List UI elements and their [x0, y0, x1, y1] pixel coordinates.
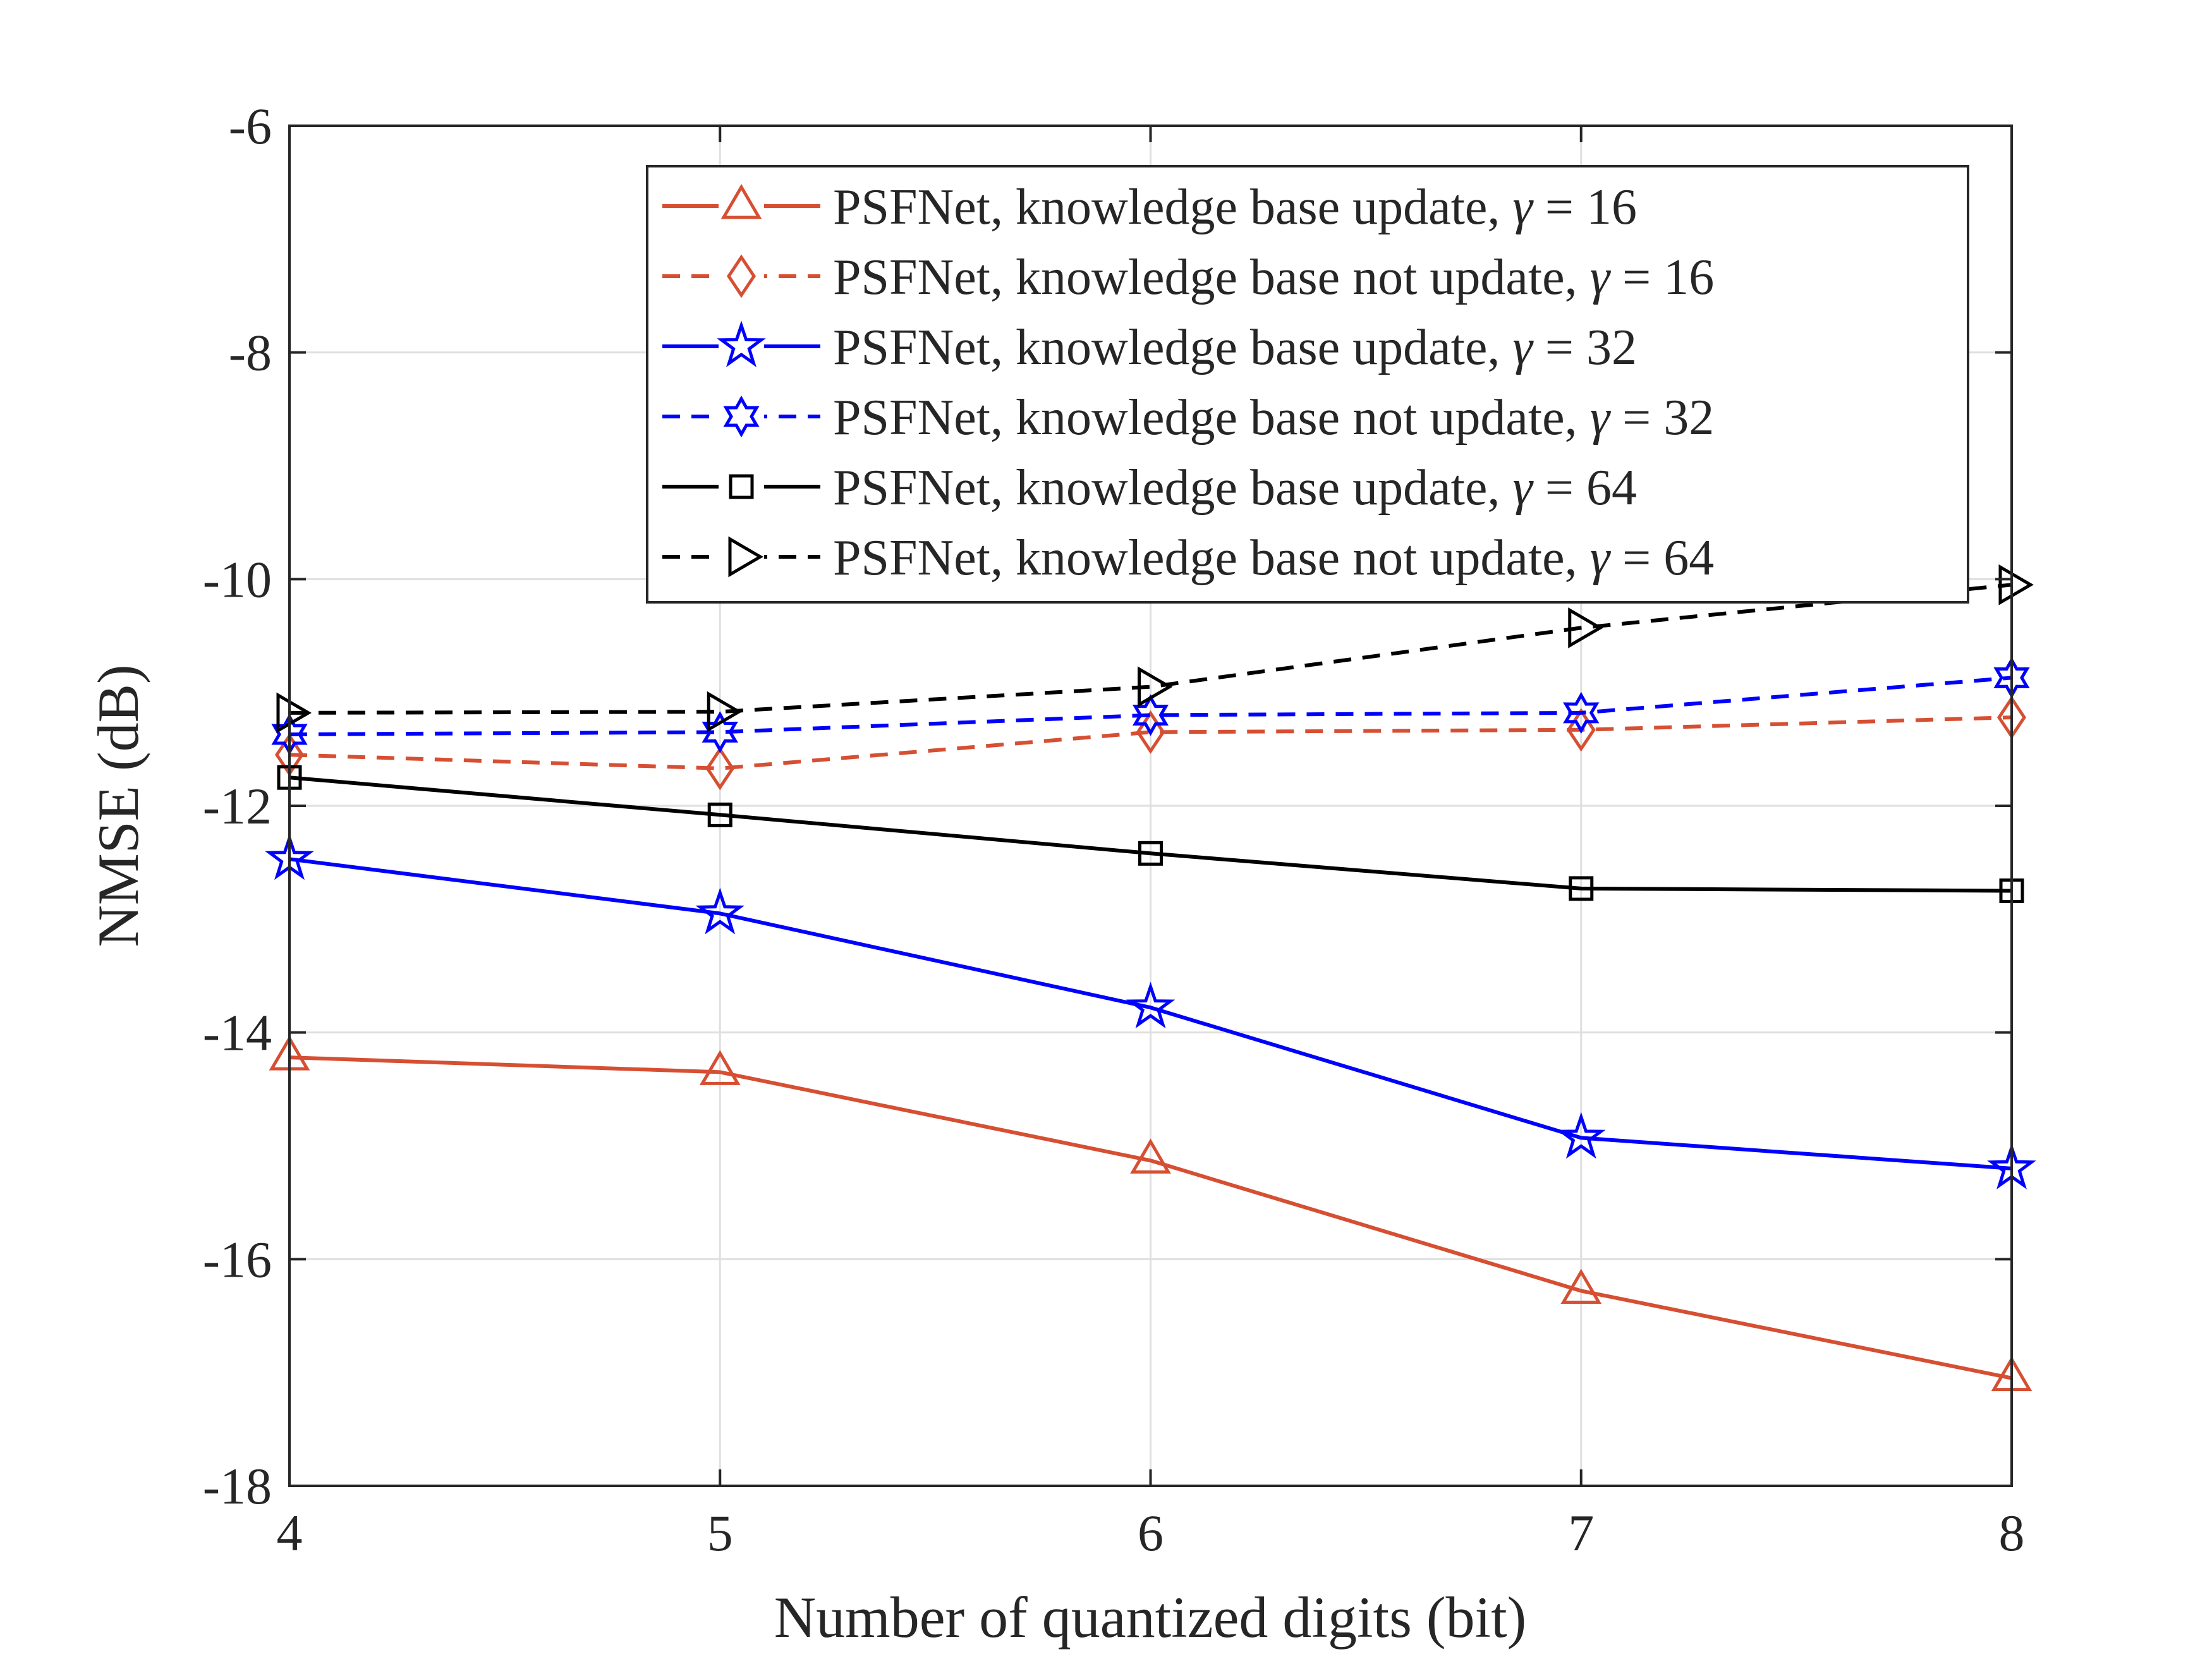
data-point-marker [707, 802, 732, 827]
series-line [289, 715, 2012, 770]
legend-entry: PSFNet, knowledge base update, γ = 32 [662, 320, 1637, 375]
legend-label-gamma: γ [1512, 320, 1534, 375]
x-tick-label: 5 [707, 1504, 733, 1562]
data-point-marker [1126, 981, 1176, 1029]
data-point-marker [1568, 607, 1603, 648]
series-line [289, 1055, 2012, 1380]
legend-entry: PSFNet, knowledge base not update, γ = 6… [662, 530, 1714, 586]
y-axis-label: NMSE (dB) [86, 664, 150, 947]
legend-label-prefix: PSFNet, knowledge base update, [833, 320, 1512, 375]
data-point-marker [1557, 1112, 1606, 1159]
legend-label-suffix: = 16 [1610, 250, 1714, 305]
data-point-marker [705, 746, 735, 791]
data-point-marker [695, 887, 744, 935]
data-point-marker [699, 1050, 741, 1085]
legend-label: PSFNet, knowledge base update, γ = 32 [833, 320, 1637, 375]
legend-entry: PSFNet, knowledge base update, γ = 64 [662, 460, 1637, 516]
y-tick-label: -12 [203, 777, 272, 835]
y-tick-label: -18 [203, 1457, 272, 1515]
legend-label: PSFNet, knowledge base not update, γ = 6… [833, 530, 1714, 586]
data-point-marker [1138, 841, 1163, 866]
legend-entry: PSFNet, knowledge base update, γ = 16 [662, 179, 1637, 235]
legend-label-suffix: = 32 [1610, 390, 1714, 446]
ticks: 4 5 6 7 8 -18 -16 -14 -12 -10 -8 -6 [203, 97, 2025, 1562]
data-point-marker [702, 711, 738, 753]
data-point-marker [707, 691, 743, 732]
data-point-marker [1563, 691, 1600, 734]
x-tick-label: 6 [1138, 1504, 1164, 1562]
legend-label-prefix: PSFNet, knowledge base update, [833, 179, 1512, 235]
legend-label-suffix: = 64 [1610, 530, 1714, 586]
legend-box [646, 165, 1969, 604]
legend-marker [717, 320, 766, 367]
data-point-marker [1132, 694, 1169, 736]
series-6 [276, 564, 2034, 734]
legend-label-suffix: = 16 [1533, 179, 1637, 235]
legend-marker-backdrop [719, 183, 764, 229]
legend-label-gamma: γ [1512, 460, 1534, 516]
legend-marker [729, 474, 754, 499]
y-tick-label: -14 [203, 1004, 272, 1062]
data-point-marker [1560, 1268, 1602, 1304]
legend-entry: PSFNet, knowledge base not update, γ = 3… [662, 390, 1714, 446]
series-line [289, 676, 2012, 736]
legend-marker [723, 395, 760, 438]
legend-label-gamma: γ [1590, 250, 1612, 305]
legend-entry: PSFNet, knowledge base not update, γ = 1… [662, 250, 1714, 305]
legend-marker [728, 536, 763, 578]
series-line [289, 857, 2012, 1170]
data-point-marker [1130, 1138, 1171, 1174]
x-tick-label: 4 [277, 1504, 303, 1562]
series-layer [265, 564, 2036, 1392]
legend-marker-backdrop [719, 464, 764, 509]
legend-label: PSFNet, knowledge base update, γ = 16 [833, 179, 1637, 235]
legend-marker-backdrop [719, 534, 764, 580]
legend-label-suffix: = 64 [1533, 460, 1637, 516]
legend-label-suffix: = 32 [1533, 320, 1637, 375]
legend-marker [726, 254, 757, 298]
y-tick-label: -6 [229, 97, 272, 155]
legend-label-prefix: PSFNet, knowledge base not update, [833, 250, 1590, 305]
legend-marker-backdrop [719, 324, 764, 369]
legend-label: PSFNet, knowledge base not update, γ = 3… [833, 390, 1714, 446]
legend-label-prefix: PSFNet, knowledge base not update, [833, 530, 1590, 586]
x-tick-label: 8 [1999, 1504, 2025, 1562]
legend-label-gamma: γ [1590, 530, 1612, 586]
series-line [289, 583, 2012, 715]
data-point-marker [276, 692, 312, 734]
y-tick-label: -16 [203, 1231, 272, 1288]
x-axis-label: Number of quantized digits (bit) [774, 1585, 1527, 1650]
legend-marker-backdrop [719, 253, 764, 299]
data-point-marker [1566, 708, 1596, 752]
legend-label: PSFNet, knowledge base update, γ = 64 [833, 460, 1637, 516]
data-point-marker [1138, 666, 1173, 708]
data-point-marker [1998, 564, 2034, 605]
legend-label-gamma: γ [1590, 390, 1612, 446]
series-line [289, 775, 2012, 893]
data-point-marker [1136, 710, 1165, 754]
x-tick-label: 7 [1568, 1504, 1594, 1562]
data-point-marker [1569, 876, 1594, 901]
y-tick-label: -10 [203, 550, 272, 608]
legend-label-prefix: PSFNet, knowledge base update, [833, 460, 1512, 516]
legend: PSFNet, knowledge base update, γ = 16PSF… [646, 165, 1969, 604]
legend-label: PSFNet, knowledge base not update, γ = 1… [833, 250, 1714, 305]
legend-marker [720, 184, 762, 219]
legend-label-gamma: γ [1512, 179, 1534, 235]
y-tick-label: -8 [229, 324, 272, 382]
legend-label-prefix: PSFNet, knowledge base not update, [833, 390, 1590, 446]
